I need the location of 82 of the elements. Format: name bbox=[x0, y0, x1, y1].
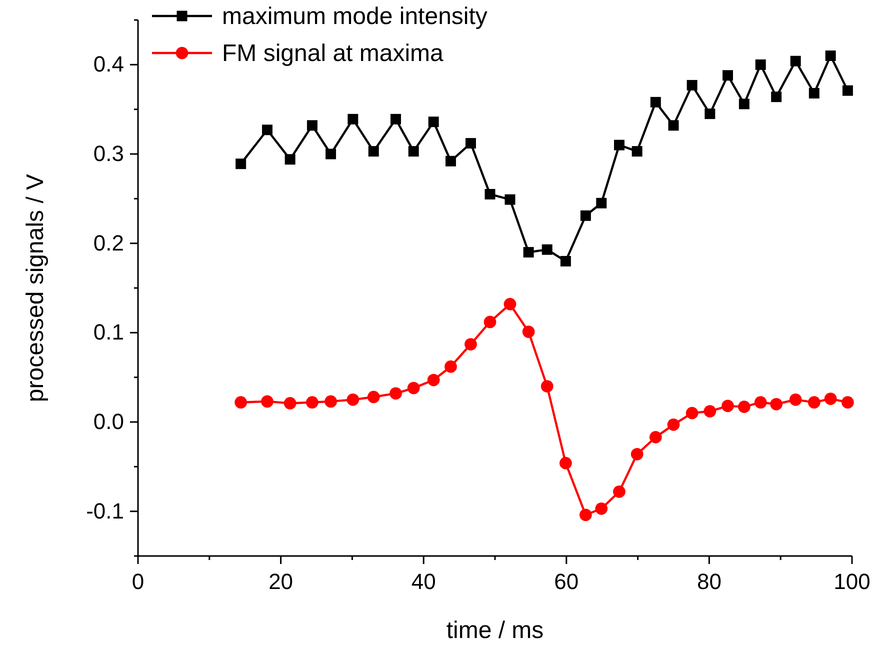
point bbox=[504, 298, 516, 310]
point bbox=[738, 400, 750, 413]
point bbox=[704, 405, 716, 418]
point bbox=[686, 80, 698, 90]
point bbox=[484, 188, 496, 200]
point bbox=[842, 396, 854, 409]
x-tick-label: 100 bbox=[834, 569, 870, 594]
point bbox=[770, 398, 782, 410]
x-axis-title: time / ms bbox=[446, 617, 544, 644]
point bbox=[580, 508, 592, 522]
point bbox=[755, 59, 766, 70]
point bbox=[504, 194, 516, 205]
point bbox=[346, 394, 360, 406]
point bbox=[650, 96, 661, 108]
point bbox=[407, 382, 420, 394]
point bbox=[522, 326, 535, 338]
point bbox=[428, 116, 439, 128]
point bbox=[667, 418, 680, 431]
point bbox=[722, 400, 734, 412]
point bbox=[790, 56, 801, 66]
point bbox=[368, 146, 379, 157]
point bbox=[408, 146, 419, 157]
y-tick-label: 0.3 bbox=[93, 141, 124, 166]
point bbox=[367, 390, 380, 404]
y-tick-label: 0.4 bbox=[93, 52, 124, 77]
point bbox=[284, 154, 296, 165]
point bbox=[306, 120, 318, 131]
point bbox=[614, 140, 624, 150]
point bbox=[560, 256, 571, 266]
point bbox=[595, 502, 608, 515]
point bbox=[825, 50, 836, 61]
point bbox=[722, 70, 734, 81]
point bbox=[236, 158, 246, 170]
y-tick-label: -0.1 bbox=[86, 498, 124, 524]
point bbox=[348, 114, 358, 124]
point bbox=[808, 88, 820, 98]
y-tick-label: 0.2 bbox=[93, 230, 124, 256]
point bbox=[484, 316, 496, 328]
y-tick-label: 0.0 bbox=[93, 409, 124, 434]
point bbox=[444, 360, 457, 373]
legend-label: maximum mode intensity bbox=[222, 3, 488, 30]
point bbox=[632, 146, 642, 157]
point bbox=[464, 338, 477, 350]
x-tick-label: 80 bbox=[696, 569, 722, 594]
x-tick-label: 40 bbox=[411, 569, 436, 594]
point bbox=[668, 120, 679, 131]
point bbox=[523, 247, 534, 258]
point bbox=[427, 374, 440, 386]
point bbox=[262, 124, 272, 136]
point bbox=[284, 397, 296, 410]
point bbox=[324, 395, 337, 408]
legend-label: FM signal at maxima bbox=[222, 40, 444, 67]
point bbox=[789, 394, 802, 406]
point bbox=[540, 380, 554, 392]
point bbox=[808, 396, 820, 409]
x-tick-label: 60 bbox=[554, 569, 579, 594]
point bbox=[390, 114, 401, 124]
y-tick-label: 0.1 bbox=[93, 320, 124, 345]
point bbox=[234, 396, 247, 409]
x-tick-label: 20 bbox=[268, 569, 294, 594]
point bbox=[704, 108, 716, 120]
point bbox=[445, 156, 456, 166]
point bbox=[390, 387, 402, 400]
point bbox=[842, 85, 853, 96]
point bbox=[738, 98, 750, 110]
point bbox=[261, 395, 274, 408]
point bbox=[613, 486, 626, 498]
x-tick-label: 0 bbox=[132, 569, 144, 594]
point bbox=[824, 392, 837, 405]
point bbox=[542, 244, 552, 255]
point bbox=[771, 92, 782, 102]
point bbox=[465, 138, 476, 149]
point bbox=[630, 448, 644, 460]
point bbox=[649, 431, 662, 444]
point bbox=[596, 198, 607, 208]
point bbox=[686, 406, 698, 420]
point bbox=[326, 148, 336, 160]
point bbox=[306, 396, 318, 409]
point bbox=[560, 456, 572, 470]
point bbox=[754, 396, 767, 409]
point bbox=[580, 210, 591, 221]
y-axis-title: processed signals / V bbox=[22, 174, 49, 402]
